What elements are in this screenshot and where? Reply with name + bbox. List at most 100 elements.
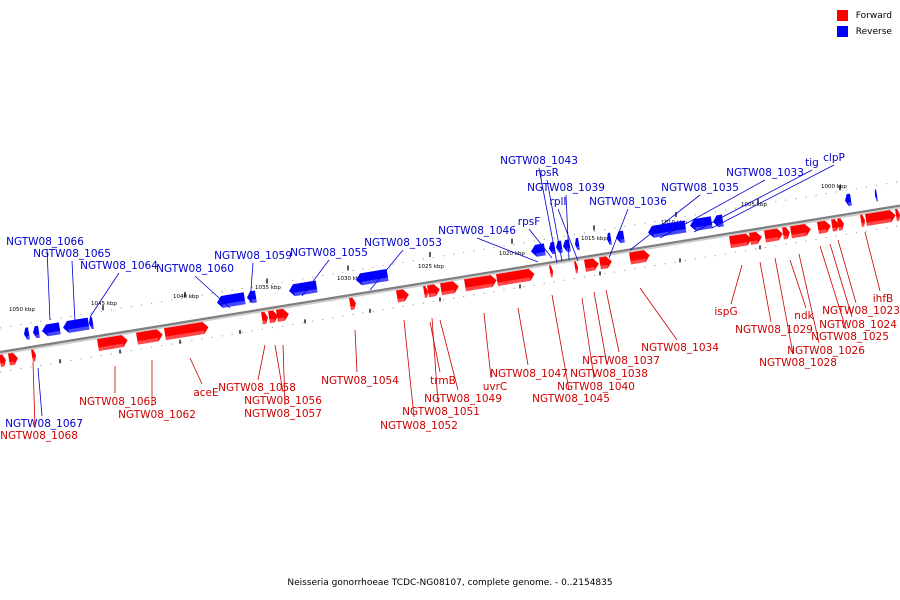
gene-label-group: NGTW08_1034 bbox=[639, 287, 719, 354]
legend: Forward Reverse bbox=[836, 9, 892, 41]
gene-label-group: NGTW08_1062 bbox=[118, 360, 196, 421]
gene-label-group: NGTW08_1037 bbox=[582, 289, 660, 367]
gene-label: NGTW08_1047 bbox=[490, 368, 568, 380]
gene-label: NGTW08_1060 bbox=[156, 263, 234, 275]
legend-reverse: Reverse bbox=[836, 25, 892, 38]
genome-caption: Neisseria gonorrhoeae TCDC-NG08107, comp… bbox=[287, 578, 613, 588]
gene-label-group: uvrC bbox=[483, 312, 508, 393]
forward-gene bbox=[0, 354, 6, 367]
gene-label: NGTW08_1057 bbox=[244, 408, 322, 420]
forward-genes bbox=[0, 208, 900, 367]
forward-gene bbox=[31, 349, 36, 362]
leader-line bbox=[774, 257, 794, 355]
gene-label-group: ndk bbox=[789, 259, 815, 322]
gene-label: NGTW08_1040 bbox=[557, 381, 635, 393]
gene-label-group: NGTW08_1046 bbox=[438, 225, 539, 263]
leader-line bbox=[639, 287, 678, 341]
gene-label-group: NGTW08_1067 bbox=[5, 367, 83, 430]
gene-label: NGTW08_1025 bbox=[811, 331, 889, 343]
lower-ruler bbox=[0, 225, 900, 373]
gene-label: NGTW08_1067 bbox=[5, 418, 83, 430]
gene-label: trmB bbox=[430, 375, 456, 387]
leader-line bbox=[249, 262, 254, 304]
leader-line bbox=[711, 164, 835, 229]
gene-label-group: NGTW08_1052 bbox=[380, 319, 458, 432]
leader-line bbox=[538, 167, 558, 264]
forward-gene bbox=[136, 329, 163, 345]
forward-gene bbox=[749, 231, 762, 245]
gene-label-group: NGTW08_1025 bbox=[811, 245, 889, 343]
forward-gene bbox=[817, 220, 831, 234]
gene-label-group: tig bbox=[693, 157, 819, 233]
backbone-layer bbox=[0, 181, 900, 373]
leader-line bbox=[565, 194, 570, 261]
gene-label: NGTW08_1046 bbox=[438, 225, 516, 237]
gene-label: NGTW08_1026 bbox=[787, 345, 865, 357]
gene-label-group: NGTW08_1047 bbox=[490, 307, 568, 380]
gene-label-group: NGTW08_1036 bbox=[589, 196, 667, 259]
gene-label-group: ispG bbox=[714, 264, 743, 318]
forward-gene bbox=[574, 261, 578, 274]
leader-line bbox=[829, 243, 853, 318]
gene-label: ispG bbox=[714, 306, 737, 318]
reverse-gene bbox=[845, 193, 852, 207]
gene-label: NGTW08_1055 bbox=[290, 247, 368, 259]
gene-label: NGTW08_1039 bbox=[527, 182, 605, 194]
gene-label-group: rpsF bbox=[518, 216, 553, 259]
gene-label: rpsR bbox=[535, 167, 559, 179]
forward-gene bbox=[790, 223, 811, 239]
gene-label-group: NGTW08_1060 bbox=[156, 263, 234, 309]
gene-label: rpsF bbox=[518, 216, 541, 228]
leader-line bbox=[629, 194, 701, 251]
gene-label: uvrC bbox=[483, 381, 508, 393]
gene-label: NGTW08_1053 bbox=[364, 237, 442, 249]
gene-label: clpP bbox=[823, 152, 845, 164]
gene-label-group: NGTW08_1028 bbox=[759, 257, 837, 369]
gene-label-group: NGTW08_1035 bbox=[629, 182, 739, 251]
gene-label-group: NGTW08_1065 bbox=[33, 248, 111, 323]
leader-line bbox=[403, 319, 415, 418]
gene-label: NGTW08_1065 bbox=[33, 248, 111, 260]
gene-label: NGTW08_1049 bbox=[424, 393, 502, 405]
gene-label-group: NGTW08_1058 bbox=[218, 344, 296, 394]
forward-gene bbox=[831, 219, 839, 232]
gene-label: rplI bbox=[550, 196, 567, 208]
gene-labels: NGTW08_1066NGTW08_1065NGTW08_1064NGTW08_… bbox=[0, 152, 900, 442]
gene-label-group: NGTW08_1038 bbox=[570, 291, 648, 380]
leader-line bbox=[429, 321, 441, 373]
leader-line bbox=[431, 317, 439, 404]
leader-line bbox=[608, 208, 629, 259]
gene-label: NGTW08_1058 bbox=[218, 382, 296, 394]
gene-label: NGTW08_1028 bbox=[759, 357, 837, 369]
leader-line bbox=[551, 294, 570, 391]
leader-line bbox=[528, 228, 553, 259]
scale-label: 1000 kbp bbox=[821, 184, 847, 190]
gene-label: NGTW08_1034 bbox=[641, 342, 719, 354]
gene-label-group: NGTW08_1064 bbox=[80, 260, 158, 318]
gene-label: NGTW08_1037 bbox=[582, 355, 660, 367]
gene-label-group: NGTW08_1068 bbox=[0, 361, 78, 442]
leader-line bbox=[274, 344, 284, 393]
forward-gene bbox=[860, 214, 865, 227]
gene-label: tig bbox=[805, 157, 819, 169]
forward-gene bbox=[584, 258, 599, 272]
forward-gene bbox=[268, 310, 278, 324]
reverse-gene bbox=[63, 317, 90, 333]
reverse-gene bbox=[247, 290, 257, 304]
scale-label: 1050 kbp bbox=[9, 307, 35, 313]
gene-label-group: rplI bbox=[550, 196, 579, 262]
gene-label-group: NGTW08_1053 bbox=[364, 237, 442, 291]
leader-line bbox=[730, 264, 743, 305]
gene-label: NGTW08_1038 bbox=[570, 368, 648, 380]
leader-line bbox=[301, 259, 330, 297]
leader-line bbox=[593, 291, 608, 366]
forward-gene bbox=[164, 321, 209, 341]
forward-gene bbox=[427, 284, 440, 298]
leader-line bbox=[789, 259, 807, 309]
reverse-swatch bbox=[836, 26, 848, 37]
reverse-gene bbox=[616, 230, 625, 244]
scale-label: 1030 kbp bbox=[337, 276, 363, 282]
leader-line bbox=[32, 361, 36, 429]
leader-line bbox=[194, 275, 231, 309]
